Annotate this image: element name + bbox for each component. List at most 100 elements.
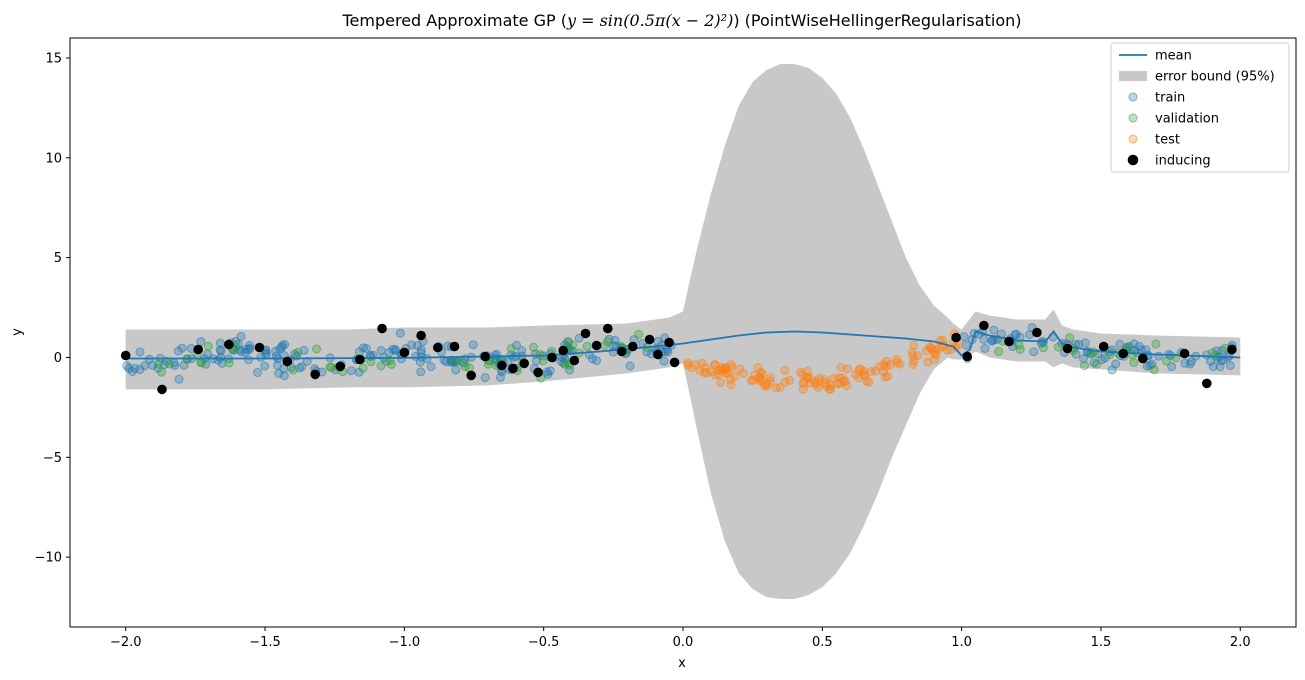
- train-point: [659, 356, 669, 366]
- chart-title-prefix: Tempered Approximate GP (: [341, 11, 566, 30]
- train-point: [959, 332, 969, 342]
- inducing-point: [644, 334, 655, 345]
- train-point: [244, 355, 253, 365]
- legend-box: [1110, 42, 1290, 173]
- test-point: [842, 381, 852, 391]
- plot-area: [120, 64, 1241, 599]
- y-tick-label: 0: [54, 351, 62, 366]
- legend-label-train: train: [1155, 91, 1185, 106]
- train-point: [1129, 339, 1139, 349]
- train-point: [426, 362, 436, 372]
- inducing-point: [1202, 378, 1212, 389]
- y-tick-label: −10: [35, 551, 62, 566]
- inducing-point: [664, 337, 674, 348]
- validation-point: [634, 329, 644, 339]
- inducing-point: [1004, 336, 1014, 347]
- validation-point: [153, 359, 163, 369]
- x-tick-label: −1.5: [249, 635, 281, 650]
- train-point: [122, 361, 132, 371]
- inducing-point: [653, 349, 663, 360]
- validation-point: [1129, 358, 1139, 367]
- validation-point: [1080, 361, 1089, 370]
- train-point: [346, 366, 356, 376]
- validation-point: [599, 341, 609, 351]
- error-band: [125, 64, 1241, 599]
- train-point: [1079, 354, 1088, 364]
- test-point: [710, 360, 720, 370]
- legend-label-band: error bound (95%): [1155, 70, 1275, 85]
- validation-point: [157, 367, 166, 377]
- inducing-point: [120, 350, 131, 361]
- inducing-point: [979, 320, 989, 331]
- validation-point: [312, 344, 321, 354]
- test-point: [929, 355, 939, 365]
- test-point: [746, 375, 756, 385]
- validation-point: [197, 358, 206, 368]
- x-tick-label: 0.5: [812, 635, 833, 650]
- x-tick-label: −0.5: [528, 635, 560, 650]
- validation-point: [1210, 350, 1220, 360]
- train-point: [542, 367, 552, 377]
- inducing-point: [254, 342, 265, 353]
- inducing-point: [1227, 344, 1237, 355]
- inducing-point: [466, 370, 477, 381]
- validation-point: [994, 347, 1004, 356]
- validation-point: [1149, 365, 1159, 375]
- test-point: [926, 343, 936, 353]
- train-point: [127, 367, 137, 376]
- train-point: [979, 334, 989, 344]
- test-point: [895, 359, 905, 369]
- train-point: [451, 365, 461, 375]
- train-point: [244, 344, 254, 354]
- test-point: [923, 357, 933, 367]
- validation-point: [457, 357, 467, 367]
- train-point: [1080, 338, 1090, 348]
- validation-point: [325, 362, 335, 372]
- inducing-point: [519, 358, 529, 369]
- train-point: [989, 325, 999, 335]
- test-point: [701, 363, 710, 373]
- inducing-point: [193, 344, 203, 355]
- x-tick-label: −2.0: [110, 635, 142, 650]
- test-point: [753, 363, 763, 373]
- validation-point: [560, 359, 570, 369]
- inducing-point: [951, 332, 961, 343]
- train-point: [1167, 362, 1177, 372]
- test-point: [859, 370, 869, 380]
- test-point: [683, 358, 693, 368]
- inducing-point: [580, 328, 591, 339]
- x-tick-label: 1.0: [951, 635, 972, 650]
- validation-point: [506, 344, 516, 354]
- validation-point: [1065, 333, 1075, 343]
- legend-label-mean: mean: [1155, 49, 1192, 64]
- chart-title-suffix: ) (PointWiseHellingerRegularisation): [733, 11, 1021, 30]
- inducing-point: [282, 356, 293, 367]
- validation-point: [460, 362, 470, 372]
- validation-point: [376, 361, 386, 371]
- train-point: [961, 340, 971, 350]
- test-point: [834, 373, 844, 383]
- train-point: [253, 368, 262, 377]
- validation-point: [293, 347, 303, 357]
- test-point: [811, 379, 821, 389]
- validation-point: [1053, 342, 1063, 352]
- test-point: [697, 358, 707, 368]
- validation-point: [448, 357, 458, 366]
- validation-point: [1038, 343, 1048, 353]
- train-point: [416, 367, 426, 377]
- validation-point: [366, 357, 376, 367]
- validation-point: [224, 358, 234, 368]
- train-point: [170, 360, 180, 370]
- train-point: [196, 337, 206, 347]
- inducing-point: [1138, 353, 1148, 364]
- inducing-point: [1118, 348, 1128, 359]
- test-point: [714, 369, 724, 379]
- validation-point: [1092, 359, 1101, 369]
- test-point: [836, 363, 846, 372]
- x-tick-label: 1.5: [1091, 635, 1112, 650]
- inducing-point: [1062, 343, 1073, 354]
- train-point: [273, 360, 282, 370]
- inducing-point: [157, 384, 167, 395]
- inducing-point: [377, 323, 387, 334]
